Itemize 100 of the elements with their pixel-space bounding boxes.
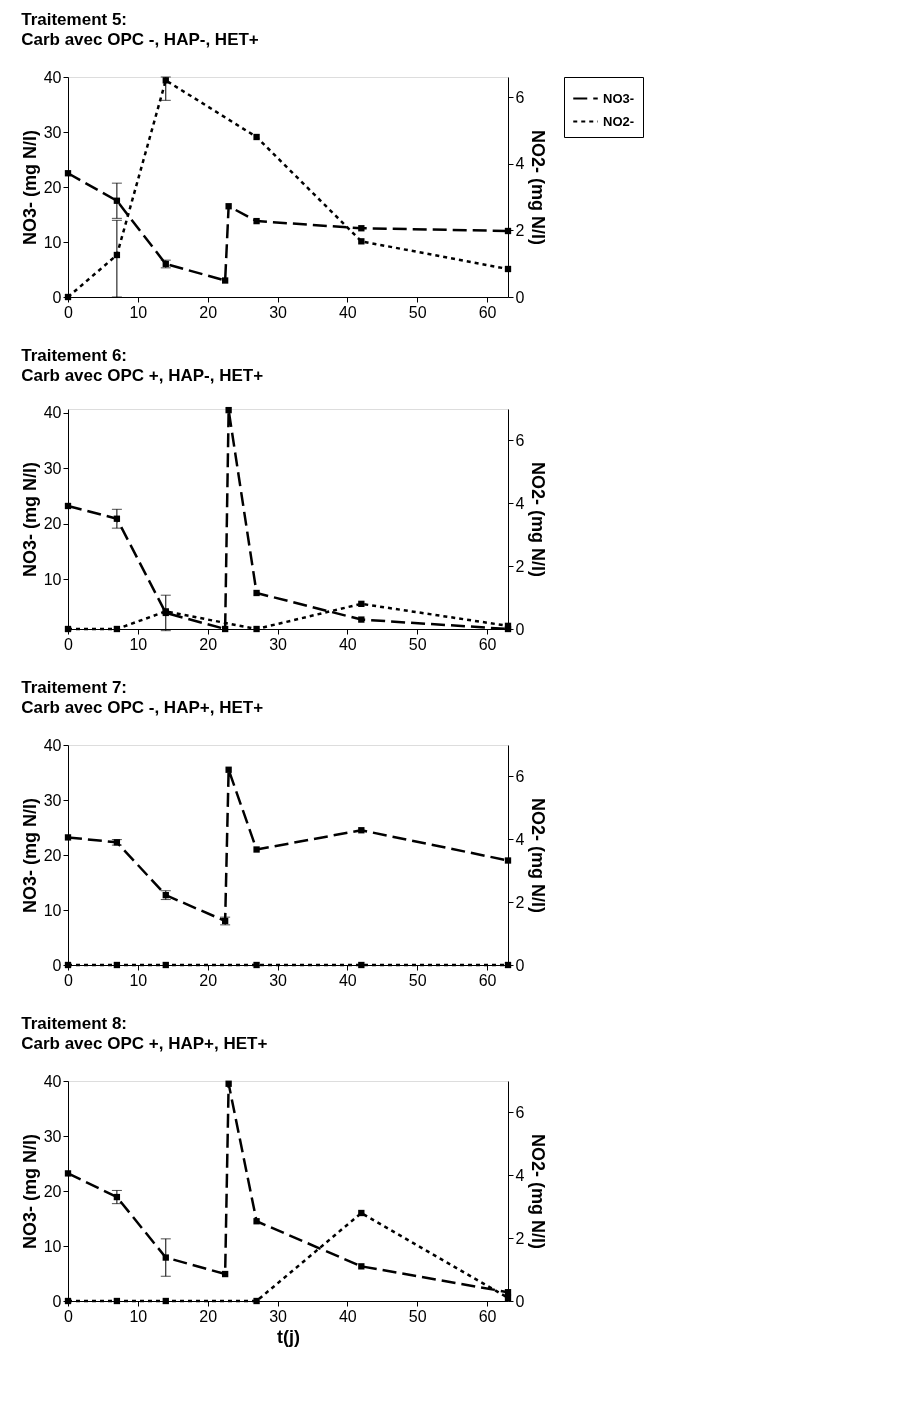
chart-subtitle: Carb avec OPC -, HAP-, HET+ xyxy=(21,30,259,49)
chart-title: Traitement 8: xyxy=(21,1014,128,1033)
y-tick-label: 30 xyxy=(43,791,62,809)
x-tick-label: 60 xyxy=(478,303,497,321)
y2-axis-title: NO2- (mg N/l) xyxy=(528,1134,549,1249)
y-axis-title: NO3- (mg N/l) xyxy=(19,462,40,577)
point xyxy=(221,625,229,633)
y2-axis-title: NO2- (mg N/l) xyxy=(528,798,549,913)
y-tick-label: 0 xyxy=(52,956,62,974)
point xyxy=(358,1209,365,1217)
y2-tick-label: 6 xyxy=(515,767,525,785)
point xyxy=(504,265,512,273)
point xyxy=(253,846,260,853)
y-tick-label: 40 xyxy=(43,404,62,422)
y2-tick-label: 2 xyxy=(515,1229,525,1247)
y-tick-label: 30 xyxy=(43,123,62,141)
point xyxy=(221,1270,229,1278)
y2-tick-label: 6 xyxy=(515,431,525,449)
y2-tick-label: 0 xyxy=(515,288,525,306)
legend-label: NO2- xyxy=(603,113,635,129)
y2-tick-label: 0 xyxy=(515,1292,525,1310)
y2-tick-label: 4 xyxy=(515,1166,525,1184)
y-tick-label: 10 xyxy=(43,901,62,919)
y2-tick-label: 0 xyxy=(515,620,525,638)
point xyxy=(358,238,365,245)
x-tick-label: 10 xyxy=(129,971,148,989)
chart-subtitle: Carb avec OPC +, HAP-, HET+ xyxy=(21,365,264,385)
point xyxy=(504,1289,512,1296)
x-axis-title: t(j) xyxy=(277,1326,300,1347)
y-tick-label: 40 xyxy=(43,68,62,86)
x-tick-label: 40 xyxy=(338,971,357,989)
y2-tick-label: 2 xyxy=(515,557,525,575)
x-tick-label: 60 xyxy=(478,971,497,989)
y2-axis-title: NO2- (mg N/l) xyxy=(528,462,549,577)
x-tick-label: 20 xyxy=(199,303,218,321)
y-tick-label: 30 xyxy=(43,1127,62,1145)
point xyxy=(358,225,365,232)
y-tick-label: 0 xyxy=(52,1292,62,1310)
point xyxy=(358,1263,365,1270)
y-tick-label: 30 xyxy=(43,459,62,477)
y-tick-label: 20 xyxy=(43,515,62,533)
x-tick-label: 30 xyxy=(269,1307,288,1325)
point xyxy=(64,1170,72,1177)
x-tick-label: 0 xyxy=(64,1307,74,1325)
point xyxy=(162,1297,169,1305)
y-axis-title: NO3- (mg N/l) xyxy=(19,798,40,913)
point xyxy=(64,834,72,841)
y2-tick-label: 2 xyxy=(515,893,525,911)
point xyxy=(225,406,232,414)
chart-title: Traitement 6: xyxy=(21,345,128,365)
y2-tick-label: 6 xyxy=(515,1103,525,1121)
x-tick-label: 40 xyxy=(338,635,357,653)
point xyxy=(113,1297,121,1305)
point xyxy=(358,827,365,834)
chart-title: Traitement 7: xyxy=(21,678,128,697)
x-tick-label: 50 xyxy=(408,971,427,989)
x-tick-label: 50 xyxy=(408,303,427,321)
x-tick-label: 60 xyxy=(478,635,497,653)
x-tick-label: 20 xyxy=(199,971,218,989)
point xyxy=(504,227,512,235)
y2-tick-label: 4 xyxy=(515,494,525,512)
y2-tick-label: 4 xyxy=(515,830,525,848)
point xyxy=(253,1297,260,1305)
x-tick-label: 50 xyxy=(408,1307,427,1325)
x-tick-label: 0 xyxy=(64,635,74,653)
y-tick-label: 10 xyxy=(43,570,62,588)
x-tick-label: 30 xyxy=(269,303,288,321)
y-tick-label: 0 xyxy=(52,288,62,306)
x-tick-label: 0 xyxy=(64,971,74,989)
x-tick-label: 50 xyxy=(408,635,427,653)
legend-label: NO3- xyxy=(603,90,635,106)
x-tick-label: 60 xyxy=(478,1307,497,1325)
point xyxy=(253,625,260,633)
y-tick-label: 20 xyxy=(43,1182,62,1200)
point xyxy=(113,625,121,633)
x-tick-label: 0 xyxy=(64,303,74,321)
chart-subtitle: Carb avec OPC +, HAP+, HET+ xyxy=(21,1034,268,1053)
y-tick-label: 20 xyxy=(43,846,62,864)
y2-tick-label: 4 xyxy=(515,155,525,173)
point xyxy=(221,277,229,284)
y-axis-title: NO3- (mg N/l) xyxy=(19,1134,40,1249)
point xyxy=(358,616,365,623)
y-tick-label: 40 xyxy=(43,1072,62,1090)
x-tick-label: 20 xyxy=(199,1307,218,1325)
y2-axis-title: NO2- (mg N/l) xyxy=(528,130,549,245)
point xyxy=(225,203,232,210)
point xyxy=(358,600,365,608)
x-tick-label: 30 xyxy=(269,971,288,989)
y-tick-label: 10 xyxy=(43,1237,62,1255)
y-tick-label: 40 xyxy=(43,736,62,754)
point xyxy=(253,133,260,141)
y-tick-label: 20 xyxy=(43,178,62,196)
y2-tick-label: 2 xyxy=(515,221,525,239)
y2-tick-label: 0 xyxy=(515,956,525,974)
x-tick-label: 40 xyxy=(338,303,357,321)
point xyxy=(64,502,72,510)
point xyxy=(253,217,260,225)
point xyxy=(253,589,260,597)
point xyxy=(64,170,72,177)
point xyxy=(253,1218,260,1225)
